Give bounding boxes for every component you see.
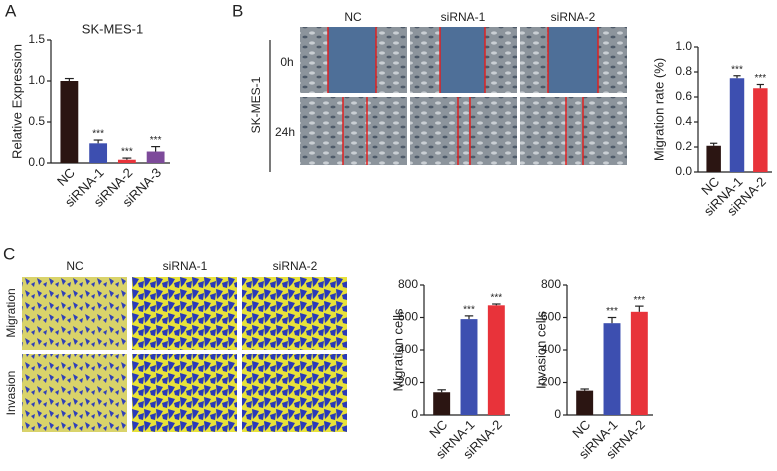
bar bbox=[603, 323, 621, 415]
micrograph bbox=[242, 277, 347, 350]
significance: *** bbox=[121, 147, 133, 158]
x-tick-label: NC bbox=[54, 165, 78, 189]
image-grid-b: NC siRNA-1 siRNA-2 0h 24h SK-MES-1 bbox=[249, 10, 627, 172]
panel-label: A bbox=[5, 1, 17, 20]
y-tick-label: 0 bbox=[554, 407, 561, 421]
y-tick-label: 0.4 bbox=[675, 114, 692, 128]
y-tick-label: 0.0 bbox=[28, 155, 45, 169]
column-label: siRNA-2 bbox=[551, 10, 596, 24]
significance: *** bbox=[490, 293, 502, 304]
micrograph bbox=[22, 354, 127, 432]
side-label: SK-MES-1 bbox=[249, 76, 263, 133]
row-label: Invasion bbox=[4, 371, 18, 416]
micrograph bbox=[22, 277, 127, 350]
y-axis-label: Migration cells bbox=[390, 308, 405, 392]
bar bbox=[487, 305, 505, 415]
y-tick-label: 800 bbox=[398, 277, 418, 291]
y-tick-label: 200 bbox=[541, 375, 561, 389]
micrograph bbox=[300, 97, 407, 165]
panel-label: B bbox=[232, 1, 243, 20]
bar bbox=[460, 319, 478, 415]
column-label: siRNA-1 bbox=[441, 10, 486, 24]
micrograph bbox=[132, 354, 237, 432]
y-tick-label: 600 bbox=[398, 310, 418, 324]
y-tick-label: 1.0 bbox=[28, 73, 45, 87]
row-label: 0h bbox=[280, 55, 293, 69]
y-tick-label: 0.0 bbox=[675, 164, 692, 178]
y-tick-label: 600 bbox=[541, 310, 561, 324]
bar bbox=[60, 81, 79, 163]
y-tick-label: 400 bbox=[398, 342, 418, 356]
y-tick-label: 1.5 bbox=[28, 32, 45, 46]
y-tick-label: 800 bbox=[541, 277, 561, 291]
column-label: NC bbox=[66, 259, 84, 273]
significance: *** bbox=[606, 306, 618, 317]
micrograph bbox=[132, 277, 237, 350]
micrograph bbox=[410, 97, 517, 165]
y-tick-label: 0.2 bbox=[675, 139, 692, 153]
bar bbox=[433, 392, 451, 415]
y-tick-label: 0 bbox=[411, 407, 418, 421]
wound bbox=[440, 27, 485, 93]
significance: *** bbox=[633, 295, 645, 306]
bar bbox=[117, 159, 136, 163]
row-label: Migration bbox=[4, 288, 18, 337]
wound bbox=[328, 27, 376, 93]
bar bbox=[89, 143, 108, 163]
bar bbox=[146, 151, 165, 163]
y-tick-label: 400 bbox=[541, 342, 561, 356]
micrograph bbox=[242, 354, 347, 432]
micrograph bbox=[520, 97, 627, 165]
y-tick-label: 0.8 bbox=[675, 64, 692, 78]
bar bbox=[729, 78, 745, 172]
bar bbox=[706, 145, 721, 172]
column-label: NC bbox=[344, 10, 362, 24]
chart-title: SK-MES-1 bbox=[82, 21, 143, 36]
y-tick-label: 200 bbox=[398, 375, 418, 389]
column-label: siRNA-2 bbox=[273, 259, 318, 273]
row-label: 24h bbox=[275, 125, 295, 139]
y-axis-label: Relative Expression bbox=[9, 44, 24, 159]
panel-label: C bbox=[3, 244, 15, 263]
significance: *** bbox=[463, 305, 475, 316]
column-label: siRNA-1 bbox=[163, 259, 208, 273]
wound bbox=[548, 27, 598, 93]
y-tick-label: 1.0 bbox=[675, 39, 692, 53]
y-axis-label: Invasion cells bbox=[533, 310, 548, 389]
image-grid-c: NC siRNA-1 siRNA-2 Migration Invasion bbox=[4, 259, 347, 432]
y-tick-label: 0.6 bbox=[675, 89, 692, 103]
bar bbox=[630, 311, 648, 415]
significance: *** bbox=[92, 129, 104, 140]
significance: *** bbox=[754, 73, 766, 84]
bar bbox=[576, 390, 594, 415]
bar bbox=[753, 88, 768, 172]
y-axis-label: Migration rate (%) bbox=[651, 58, 666, 161]
significance: *** bbox=[150, 135, 162, 146]
significance: *** bbox=[731, 64, 743, 75]
y-tick-label: 0.5 bbox=[28, 114, 45, 128]
